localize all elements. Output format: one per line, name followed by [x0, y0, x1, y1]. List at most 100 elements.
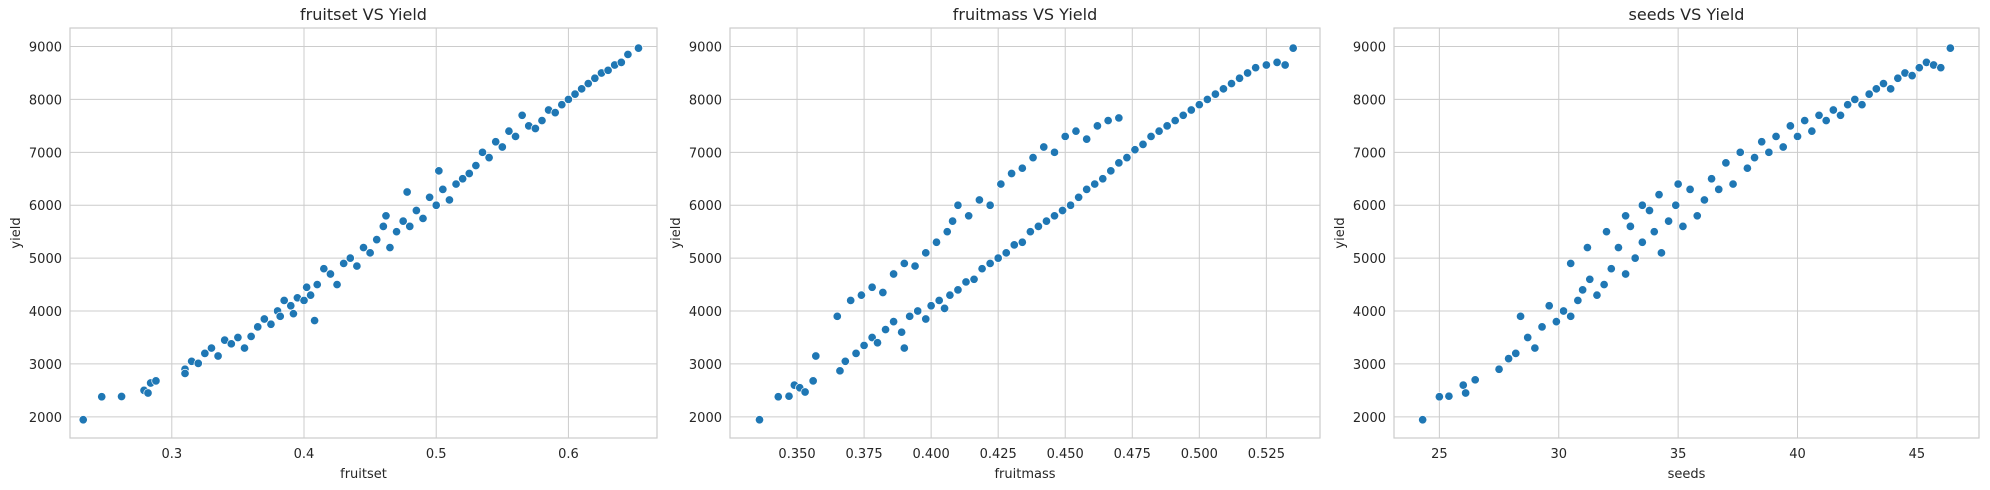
y-tick-label: 2000 [29, 411, 62, 426]
x-axis-label: fruitset [340, 467, 387, 482]
data-point [961, 277, 971, 287]
data-point [1582, 242, 1592, 253]
data-point [846, 295, 856, 306]
data-point [1057, 205, 1068, 216]
data-point [1537, 322, 1547, 332]
data-point [1210, 89, 1220, 99]
y-tick-label: 5000 [29, 252, 62, 267]
data-point [832, 311, 842, 321]
y-tick-label: 4000 [29, 305, 62, 320]
data-point [200, 348, 210, 358]
data-point [78, 415, 88, 425]
data-point [1418, 415, 1428, 425]
data-point [926, 301, 936, 311]
data-point [985, 200, 995, 210]
data-point [299, 295, 309, 306]
data-point [1130, 145, 1140, 155]
data-point [451, 179, 461, 189]
data-point [840, 356, 850, 366]
data-point [1649, 227, 1659, 237]
data-point [913, 306, 923, 316]
data-point [974, 195, 984, 205]
data-point [444, 195, 454, 205]
data-point [851, 348, 861, 358]
plot-area-frame [729, 27, 1321, 439]
data-point [1017, 163, 1027, 173]
data-point [358, 242, 369, 253]
x-tick-label: 0.3 [161, 447, 182, 462]
data-point [425, 192, 435, 202]
data-point [550, 108, 560, 118]
data-point [1599, 280, 1609, 290]
data-point [1444, 391, 1454, 401]
data-point [1625, 221, 1635, 231]
data-point [510, 131, 521, 142]
y-tick-label: 4000 [689, 305, 722, 320]
data-point [1170, 116, 1180, 126]
data-point [867, 332, 877, 343]
x-tick-label: 0.500 [1181, 447, 1218, 462]
data-point [942, 227, 952, 237]
data-point [1049, 211, 1060, 221]
x-tick-label: 0.450 [1047, 447, 1084, 462]
data-point [306, 290, 316, 300]
data-point [1601, 227, 1612, 237]
data-point [402, 187, 412, 197]
data-point [1835, 110, 1846, 120]
data-point [1523, 332, 1533, 343]
data-point [1530, 343, 1540, 353]
data-point [931, 237, 942, 247]
data-point [1621, 211, 1631, 221]
data-point [603, 65, 613, 75]
data-point [1792, 131, 1803, 142]
data-point [1039, 142, 1049, 152]
plot-area-frame [1393, 27, 1980, 439]
y-axis-label: yield [1333, 217, 1348, 248]
data-point [1573, 295, 1583, 306]
data-point [143, 388, 153, 398]
data-point [590, 73, 600, 83]
data-point [1009, 240, 1019, 250]
data-point [279, 295, 289, 306]
data-point [1637, 237, 1647, 247]
data-point [948, 216, 958, 226]
data-point [411, 205, 421, 216]
data-point [1234, 73, 1245, 83]
data-point [1049, 147, 1060, 157]
data-point [319, 264, 329, 274]
data-point [1714, 184, 1724, 194]
y-tick-label: 3000 [29, 358, 62, 373]
data-point [1566, 311, 1576, 321]
data-point [345, 253, 355, 263]
data-point [1470, 375, 1480, 385]
x-axis-label: seeds [1668, 467, 1706, 482]
y-tick-label: 2000 [1353, 411, 1386, 426]
data-point [213, 351, 223, 361]
data-point [438, 184, 448, 194]
data-point [1551, 317, 1561, 327]
data-point [977, 264, 987, 274]
data-point [570, 89, 580, 99]
x-tick-label: 0.475 [1114, 447, 1151, 462]
y-tick-label: 5000 [689, 252, 722, 267]
data-point [867, 282, 877, 292]
data-point [1041, 216, 1052, 226]
data-point [312, 280, 322, 290]
data-point [880, 324, 891, 335]
data-point [1735, 147, 1745, 157]
y-tick-label: 6000 [689, 199, 722, 214]
data-point [1671, 200, 1681, 210]
x-tick-label: 0.375 [845, 447, 882, 462]
data-point [889, 317, 899, 327]
data-point [563, 94, 573, 104]
data-point [381, 211, 391, 221]
data-point [985, 258, 995, 268]
data-point [1122, 153, 1132, 163]
data-point [889, 269, 899, 279]
data-point [1654, 190, 1664, 200]
data-point [808, 376, 818, 386]
data-point [206, 343, 217, 353]
data-point [1434, 392, 1444, 402]
data-point [1074, 192, 1084, 202]
